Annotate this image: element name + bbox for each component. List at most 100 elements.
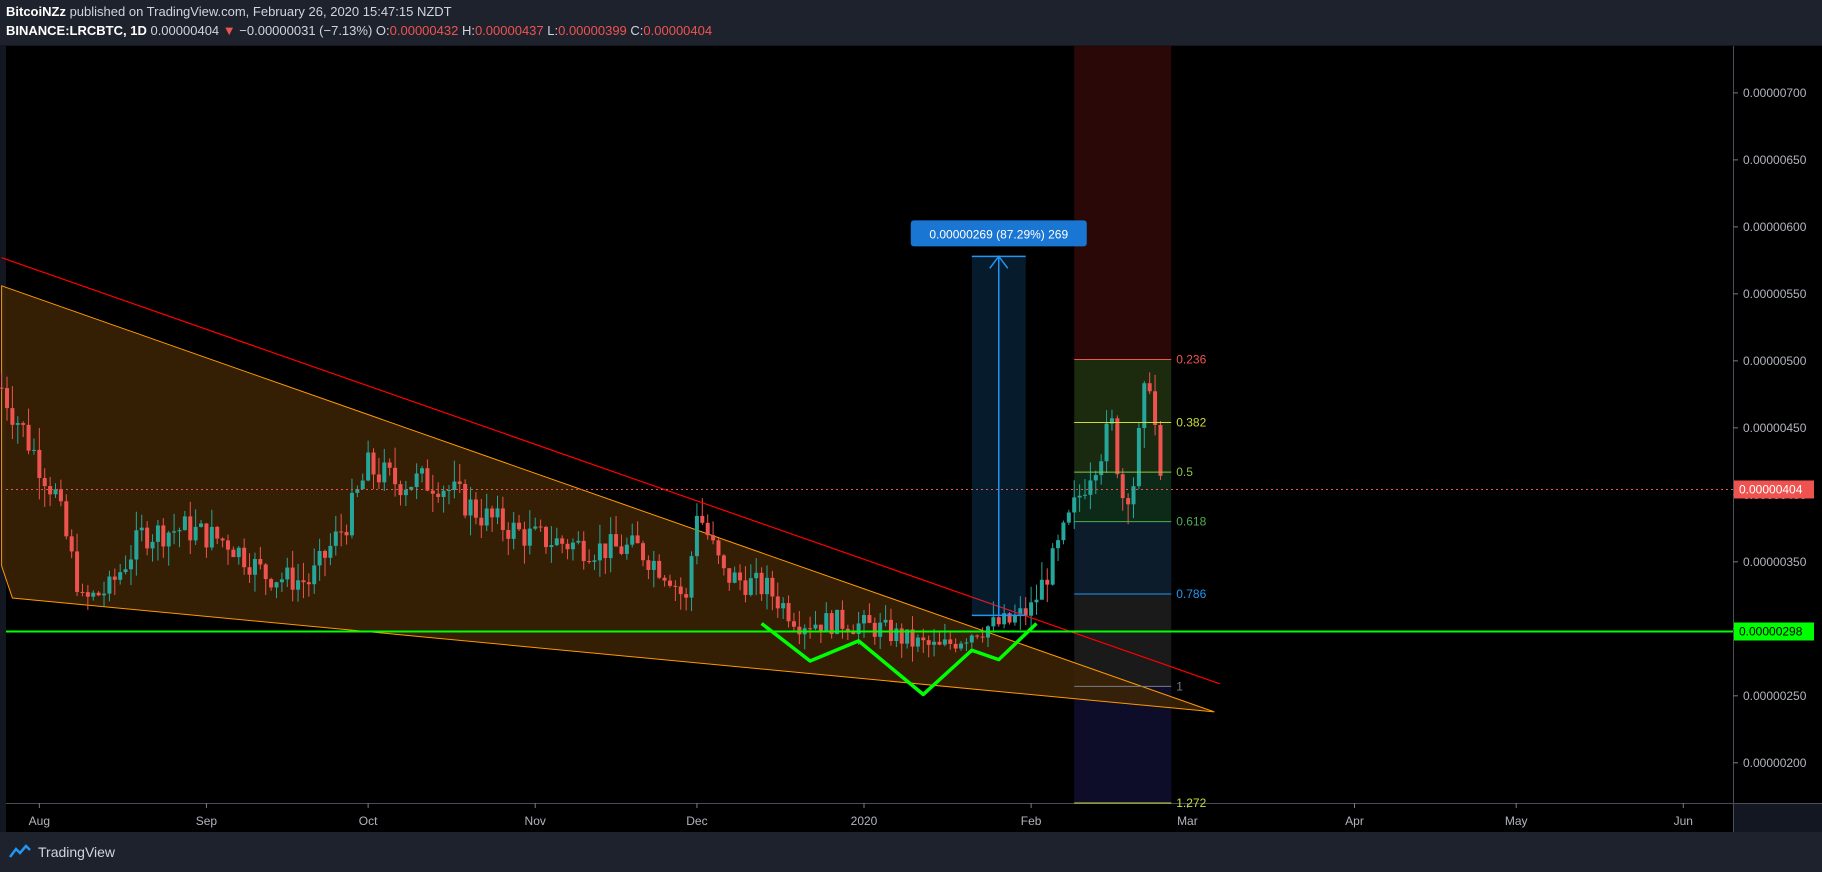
candle-body bbox=[366, 452, 371, 481]
candle-body bbox=[835, 609, 840, 634]
symbol-name[interactable]: BINANCE:LRCBTC, 1D bbox=[6, 23, 147, 38]
close-label: C: bbox=[630, 23, 644, 38]
candle-body bbox=[199, 523, 204, 527]
candle-body bbox=[721, 555, 726, 569]
candle-body bbox=[878, 622, 883, 637]
candle-body bbox=[403, 489, 408, 496]
candle-body bbox=[296, 580, 301, 590]
candle-body bbox=[26, 424, 31, 451]
candle-body bbox=[344, 531, 349, 536]
candle-body bbox=[522, 529, 527, 546]
candle-body bbox=[1083, 494, 1087, 496]
candle-body bbox=[635, 535, 640, 544]
candle-body bbox=[48, 486, 53, 495]
candle-body bbox=[570, 542, 575, 550]
author-name[interactable]: BitcoiNZz bbox=[6, 4, 66, 19]
x-tick-label: Dec bbox=[686, 814, 707, 828]
candle-body bbox=[932, 641, 937, 645]
y-tick-label: 0.00000550 bbox=[1743, 287, 1807, 301]
y-tick-label: 0.00000650 bbox=[1743, 153, 1807, 167]
last-price: 0.00000404 bbox=[150, 23, 220, 38]
candle-body bbox=[1018, 608, 1023, 616]
candle-body bbox=[1115, 418, 1120, 475]
candle-body bbox=[910, 629, 915, 647]
candle-body bbox=[252, 558, 257, 575]
publish-info: BitcoiNZz published on TradingView.com, … bbox=[6, 4, 452, 19]
candle-body bbox=[517, 522, 522, 530]
price-chart[interactable]: 0.000002000.000002500.000003000.00000350… bbox=[0, 45, 1822, 832]
candle-body bbox=[420, 468, 425, 474]
candle-body bbox=[96, 592, 101, 596]
candle-body bbox=[204, 523, 209, 548]
candle-body bbox=[58, 489, 63, 502]
candle-body bbox=[915, 637, 920, 647]
high-value: 0.00000437 bbox=[474, 23, 544, 38]
candle-body bbox=[376, 474, 381, 483]
time-axis-area bbox=[6, 804, 1733, 832]
candle-body bbox=[1093, 475, 1098, 481]
fib-level-label: 0.382 bbox=[1176, 415, 1206, 429]
candle-body bbox=[495, 508, 500, 518]
down-arrow-icon: ▼ bbox=[222, 23, 236, 38]
candle-body bbox=[937, 641, 942, 645]
candle-body bbox=[306, 582, 311, 585]
candle-body bbox=[818, 624, 823, 632]
fib-zone-top bbox=[1074, 46, 1172, 360]
candle-body bbox=[527, 528, 532, 546]
candle-body bbox=[258, 558, 263, 565]
candle-body bbox=[355, 489, 360, 493]
candle-body bbox=[646, 560, 651, 570]
y-tick-label: 0.00000600 bbox=[1743, 220, 1807, 234]
candle-body bbox=[31, 449, 36, 451]
candle-body bbox=[1120, 474, 1125, 499]
candle-body bbox=[592, 560, 597, 562]
candle-body bbox=[220, 538, 225, 541]
candle-body bbox=[333, 531, 338, 546]
y-tick-label: 0.00000700 bbox=[1743, 86, 1807, 100]
candle-body bbox=[544, 526, 548, 548]
candle-body bbox=[926, 640, 931, 645]
candle-body bbox=[533, 526, 538, 529]
candle-body bbox=[1077, 495, 1082, 498]
candle-body bbox=[754, 572, 759, 579]
candle-body bbox=[349, 492, 354, 536]
candle-body bbox=[856, 623, 861, 634]
candle-body bbox=[323, 551, 328, 558]
tradingview-brand[interactable]: TradingView bbox=[8, 844, 115, 860]
candle-body bbox=[15, 423, 20, 425]
candle-body bbox=[1109, 418, 1114, 424]
candle-body bbox=[479, 517, 484, 526]
candle-body bbox=[80, 591, 85, 593]
candle-body bbox=[360, 480, 365, 490]
candle-body bbox=[614, 534, 619, 547]
candle-body bbox=[102, 593, 107, 596]
candle-body bbox=[75, 551, 80, 592]
candle-body bbox=[511, 522, 516, 539]
candle-body bbox=[619, 546, 624, 554]
candle-body bbox=[813, 624, 818, 629]
candles bbox=[0, 372, 1163, 662]
fib-level-label: 0.236 bbox=[1176, 353, 1206, 367]
candle-body bbox=[285, 567, 290, 580]
candle-body bbox=[991, 617, 996, 627]
candle-body bbox=[188, 516, 193, 541]
candle-body bbox=[576, 540, 581, 543]
candle-body bbox=[193, 526, 198, 541]
open-label: O: bbox=[375, 23, 390, 38]
fib-level-label: 0.786 bbox=[1176, 587, 1206, 601]
x-tick-label: 2020 bbox=[851, 814, 878, 828]
fib-level-label: 0.618 bbox=[1176, 515, 1206, 529]
candle-body bbox=[727, 568, 732, 583]
candle-body bbox=[716, 540, 721, 556]
candle-body bbox=[177, 530, 182, 532]
candle-body bbox=[1012, 615, 1017, 623]
y-tick-label: 0.00000250 bbox=[1743, 689, 1807, 703]
candle-body bbox=[732, 572, 737, 583]
candle-body bbox=[1072, 497, 1077, 513]
candle-body bbox=[1039, 579, 1044, 600]
falling-wedge bbox=[1, 285, 1215, 713]
candle-body bbox=[678, 586, 683, 595]
support-price-tag bbox=[1734, 622, 1814, 641]
candle-body bbox=[37, 449, 42, 479]
candle-body bbox=[786, 603, 791, 622]
